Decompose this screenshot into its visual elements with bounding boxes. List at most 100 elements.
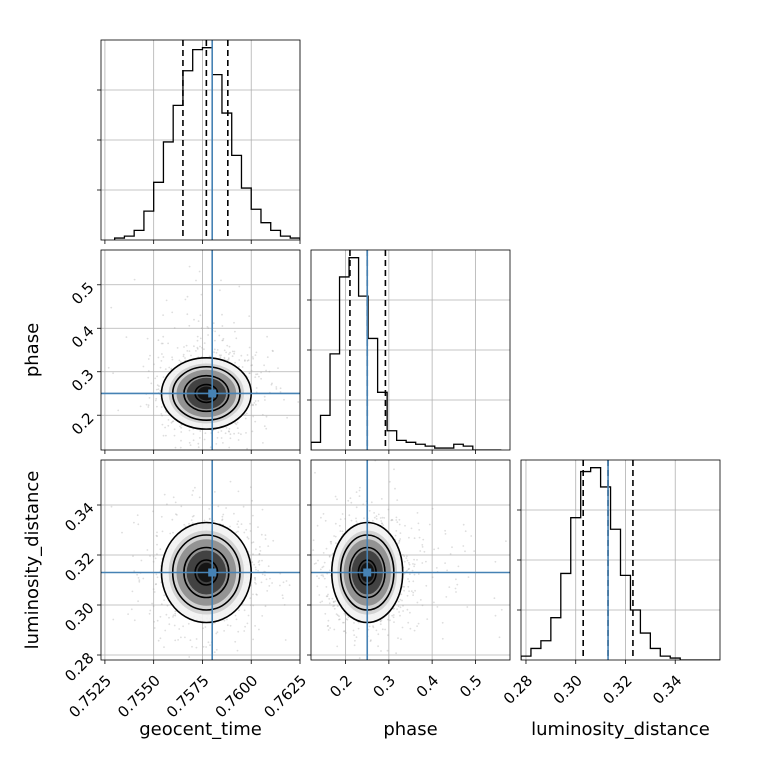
sample-point — [352, 629, 355, 632]
sample-point — [160, 360, 163, 362]
sample-point — [179, 361, 182, 363]
sample-point — [343, 621, 345, 624]
sample-point — [199, 430, 202, 432]
sample-point — [412, 591, 415, 594]
sample-point — [395, 530, 398, 532]
sample-point — [112, 372, 114, 375]
sample-point — [161, 353, 163, 355]
sample-point — [373, 516, 376, 519]
sample-point — [252, 593, 254, 596]
sample-point — [192, 433, 195, 435]
sample-point — [160, 413, 163, 415]
sample-point — [139, 405, 142, 408]
sample-point — [297, 401, 300, 403]
sample-point — [155, 388, 158, 391]
sample-point — [380, 520, 383, 522]
sample-point — [110, 306, 113, 309]
sample-point — [329, 541, 332, 543]
sample-point — [188, 265, 191, 268]
sample-point — [172, 614, 175, 617]
sample-point — [444, 529, 446, 532]
sample-point — [212, 519, 215, 522]
sample-point — [197, 320, 200, 322]
sample-point — [377, 513, 380, 516]
sample-point — [247, 359, 250, 361]
x-tick-label: 0.28 — [500, 672, 536, 708]
sample-point — [264, 399, 266, 401]
sample-point — [207, 334, 210, 336]
sample-point — [322, 513, 325, 515]
sample-point — [234, 422, 237, 425]
y-tick-label: 0.30 — [61, 599, 97, 635]
sample-point — [254, 577, 256, 580]
sample-point — [155, 397, 158, 400]
sample-point — [493, 597, 496, 600]
sample-point — [283, 398, 285, 401]
sample-point — [395, 519, 398, 521]
sample-point — [406, 559, 409, 562]
sample-point — [154, 583, 157, 586]
sample-point — [387, 508, 390, 511]
sample-point — [212, 322, 215, 324]
sample-point — [449, 553, 452, 555]
sample-point — [190, 354, 192, 357]
sample-point — [406, 555, 408, 558]
sample-point — [167, 342, 170, 345]
sample-point — [284, 639, 287, 641]
sample-point — [163, 646, 165, 648]
sample-point — [208, 355, 211, 358]
sample-point — [203, 342, 206, 344]
sample-point — [160, 603, 163, 606]
sample-point — [203, 348, 205, 351]
sample-point — [355, 491, 358, 493]
sample-point — [196, 346, 199, 349]
sample-point — [268, 370, 271, 373]
sample-point — [235, 423, 238, 426]
sample-point — [245, 412, 248, 415]
sample-point — [217, 505, 220, 508]
sample-point — [402, 610, 404, 612]
sample-point — [258, 375, 260, 378]
sample-point — [264, 534, 267, 536]
sample-point — [168, 366, 171, 369]
sample-point — [155, 583, 158, 585]
y-axis-title-luminosity_distance: luminosity_distance — [22, 471, 43, 650]
sample-point — [236, 523, 239, 525]
sample-point — [410, 590, 413, 592]
grid — [521, 460, 720, 660]
sample-point — [131, 590, 134, 593]
sample-point — [252, 553, 254, 556]
sample-point — [350, 519, 353, 522]
sample-point — [221, 515, 224, 518]
x-tick-label: 0.34 — [649, 672, 685, 708]
sample-point — [228, 353, 230, 355]
sample-point — [413, 565, 415, 568]
sample-point — [266, 356, 269, 359]
sample-point — [229, 525, 231, 528]
sample-point — [325, 595, 328, 598]
sample-point — [333, 607, 336, 610]
sample-point — [416, 512, 419, 514]
sample-point — [107, 366, 110, 369]
sample-point — [379, 620, 382, 622]
sample-point — [180, 636, 182, 639]
sample-point — [327, 629, 330, 631]
sample-point — [176, 514, 178, 516]
sample-point — [152, 588, 155, 590]
sample-point — [279, 387, 282, 390]
histogram-luminosity_distance — [521, 467, 720, 660]
x-tick-label: 0.2 — [326, 672, 356, 702]
sample-point — [263, 395, 266, 398]
sample-point — [191, 494, 194, 496]
sample-point — [203, 519, 206, 522]
sample-point — [336, 614, 339, 617]
sample-point — [166, 604, 169, 607]
sample-point — [418, 536, 421, 539]
sample-point — [180, 505, 183, 508]
sample-point — [255, 373, 257, 376]
sample-point — [259, 546, 261, 548]
sample-point — [225, 507, 228, 509]
sample-point — [221, 519, 224, 522]
sample-point — [201, 346, 203, 349]
sample-point — [403, 585, 406, 588]
